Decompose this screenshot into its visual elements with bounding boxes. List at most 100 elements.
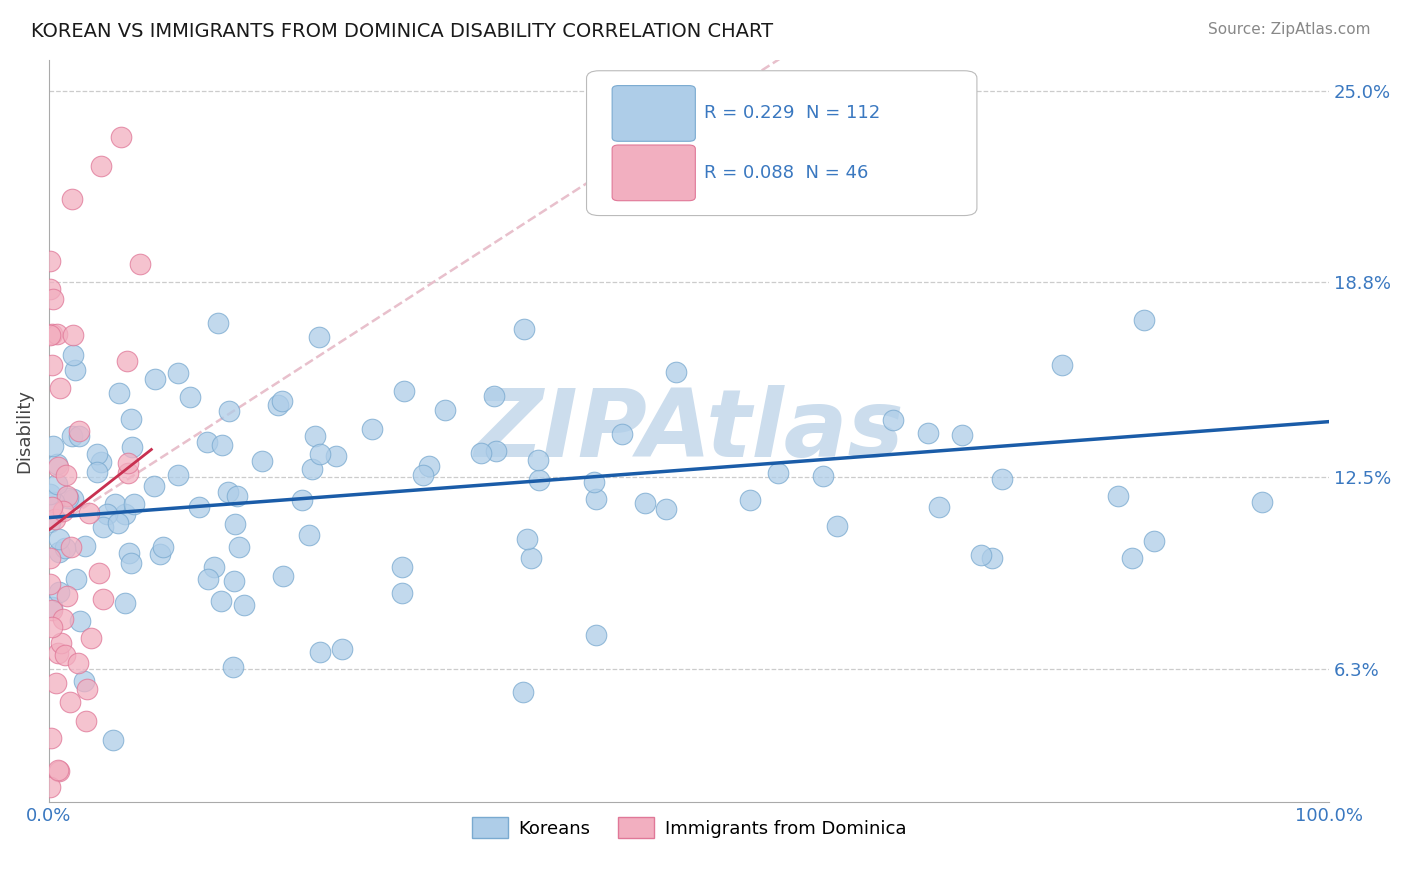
Point <box>69 614 91 628</box>
Point <box>41 603 63 617</box>
Point <box>75 539 97 553</box>
Point <box>39 486 62 500</box>
Point <box>55 468 77 483</box>
Point <box>41 326 63 341</box>
Point <box>49 381 72 395</box>
Point <box>291 493 314 508</box>
Point <box>218 403 240 417</box>
Point <box>56 589 79 603</box>
Point <box>80 631 103 645</box>
Point <box>179 390 201 404</box>
Point <box>60 429 83 443</box>
FancyBboxPatch shape <box>586 70 977 216</box>
Point <box>104 497 127 511</box>
Point <box>117 456 139 470</box>
Point <box>86 447 108 461</box>
Point <box>48 584 70 599</box>
Text: KOREAN VS IMMIGRANTS FROM DOMINICA DISABILITY CORRELATION CHART: KOREAN VS IMMIGRANTS FROM DOMINICA DISAB… <box>31 22 773 41</box>
Point <box>118 546 141 560</box>
Point <box>740 493 762 508</box>
Point <box>470 446 492 460</box>
Point <box>1133 313 1156 327</box>
Point <box>512 684 534 698</box>
Point <box>77 506 100 520</box>
Point <box>411 467 433 482</box>
Point <box>217 485 239 500</box>
Point <box>325 450 347 464</box>
Point <box>434 403 457 417</box>
Point <box>1107 489 1129 503</box>
Point <box>585 628 607 642</box>
Point <box>75 714 97 728</box>
Point <box>222 574 245 589</box>
Point <box>585 491 607 506</box>
Point <box>45 676 67 690</box>
Point <box>41 600 63 615</box>
Point <box>46 764 69 778</box>
Point <box>1052 358 1074 372</box>
Point <box>87 566 110 581</box>
Point <box>519 550 541 565</box>
Point <box>142 479 165 493</box>
Point <box>308 329 330 343</box>
Point <box>41 620 63 634</box>
Point <box>56 491 79 505</box>
Point <box>41 358 63 372</box>
Point <box>62 348 84 362</box>
Point <box>91 520 114 534</box>
Text: R = 0.088  N = 46: R = 0.088 N = 46 <box>704 164 869 182</box>
Point <box>52 612 75 626</box>
Point <box>360 421 382 435</box>
Point <box>202 559 225 574</box>
Point <box>96 507 118 521</box>
Point <box>114 596 136 610</box>
Point <box>39 328 62 343</box>
Point <box>418 458 440 473</box>
Point <box>39 515 62 529</box>
Point <box>76 682 98 697</box>
Point <box>48 533 70 547</box>
Point <box>60 192 83 206</box>
Point <box>66 657 89 671</box>
Point <box>59 541 82 555</box>
Point <box>39 253 62 268</box>
Point <box>811 468 834 483</box>
Point <box>39 780 62 794</box>
Point <box>308 645 330 659</box>
Point <box>39 576 62 591</box>
Point <box>117 466 139 480</box>
Point <box>527 473 550 487</box>
Point <box>526 452 548 467</box>
Point <box>89 455 111 469</box>
Point <box>41 500 63 515</box>
Point <box>1251 495 1274 509</box>
Point <box>42 495 65 509</box>
Point <box>90 159 112 173</box>
Point <box>41 731 63 745</box>
Point <box>209 593 232 607</box>
Point <box>207 316 229 330</box>
Point <box>91 592 114 607</box>
Point <box>39 282 62 296</box>
Point <box>950 428 973 442</box>
Point <box>46 459 69 474</box>
Point <box>121 440 143 454</box>
Point <box>46 646 69 660</box>
Text: ZIPAtlas: ZIPAtlas <box>474 385 904 477</box>
Point <box>330 642 353 657</box>
Point <box>610 426 633 441</box>
Point <box>62 328 84 343</box>
Point <box>107 385 129 400</box>
Point <box>482 389 505 403</box>
Point <box>273 569 295 583</box>
Point <box>766 467 789 481</box>
Point <box>53 648 76 662</box>
Point <box>267 398 290 412</box>
Point <box>655 501 678 516</box>
Point <box>86 465 108 479</box>
Point <box>42 292 65 306</box>
Point <box>981 551 1004 566</box>
Point <box>392 384 415 399</box>
Point <box>188 500 211 514</box>
Point <box>149 547 172 561</box>
